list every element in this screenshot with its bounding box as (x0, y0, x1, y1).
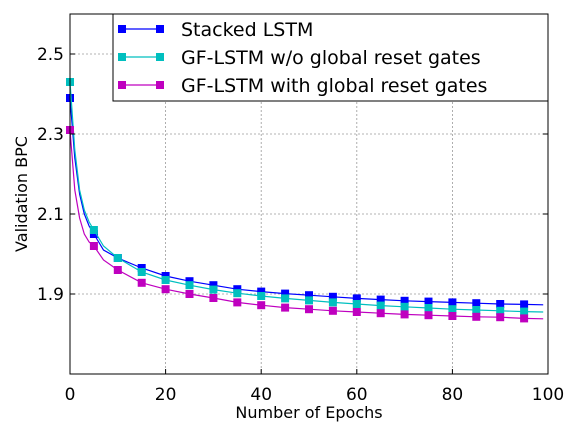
data-point (328, 298, 337, 307)
y-tick-label: 2.5 (37, 45, 64, 65)
data-point (328, 306, 337, 315)
legend-marker (156, 25, 164, 33)
data-point (424, 297, 433, 306)
data-point (496, 306, 505, 315)
data-point (305, 296, 313, 305)
data-point (448, 305, 457, 314)
y-tick-label: 1.9 (37, 285, 64, 305)
x-axis-title: Number of Epochs (235, 403, 382, 422)
y-tick-label: 2.3 (37, 125, 64, 145)
data-point (376, 301, 385, 310)
legend-marker (118, 81, 126, 89)
data-point (233, 298, 242, 307)
series-3 (66, 126, 544, 323)
x-tick-label: 0 (65, 385, 76, 405)
data-point (520, 307, 529, 316)
y-tick-label: 2.1 (37, 205, 64, 225)
data-point (113, 266, 122, 274)
data-point (448, 298, 457, 307)
data-point (209, 294, 218, 302)
data-point (496, 300, 505, 308)
legend-marker (118, 53, 126, 61)
data-point (472, 306, 481, 314)
data-point (161, 276, 170, 284)
y-axis-title: Validation BPC (12, 136, 31, 252)
data-point (352, 308, 361, 316)
legend-label: Stacked LSTM (181, 19, 313, 41)
ticks: 0 20 40 60 80 100 1.9 2.1 2.3 2.5 (37, 14, 564, 405)
legend-marker (156, 53, 164, 61)
data-point (257, 301, 266, 310)
data-point (281, 303, 290, 312)
data-point (137, 278, 146, 287)
legend-entry: Stacked LSTM (118, 19, 313, 41)
data-point (448, 312, 457, 320)
data-point (352, 300, 361, 308)
data-point (424, 311, 433, 320)
data-point (233, 289, 242, 298)
data-point (376, 295, 385, 304)
data-point (472, 299, 481, 308)
data-point (520, 314, 529, 323)
x-tick-label: 100 (532, 385, 564, 405)
data-point (113, 254, 122, 262)
data-point (472, 312, 481, 321)
data-point (89, 226, 98, 234)
data-point (257, 287, 266, 296)
data-point (185, 281, 194, 290)
data-point (352, 294, 361, 303)
data-point (376, 309, 385, 318)
legend-label: GF-LSTM w/o global reset gates (181, 47, 481, 69)
x-tick-label: 60 (346, 385, 368, 405)
data-point (400, 302, 409, 311)
data-point (305, 291, 313, 300)
series-2 (66, 78, 544, 316)
data-point (281, 289, 290, 298)
data-point (161, 285, 170, 294)
data-point (209, 281, 218, 290)
data-point (520, 300, 529, 309)
legend-entry: GF-LSTM w/o global reset gates (118, 47, 481, 69)
data-point (185, 290, 194, 298)
data-point (496, 313, 505, 322)
series-group (66, 78, 544, 323)
data-point (281, 294, 290, 303)
data-point (424, 304, 433, 312)
x-tick-label: 40 (250, 385, 272, 405)
legend: Stacked LSTM GF-LSTM w/o global reset gat… (112, 13, 549, 102)
legend-box (112, 13, 549, 102)
data-point (89, 242, 98, 250)
data-point (400, 310, 409, 319)
legend-entry: GF-LSTM with global reset gates (118, 75, 487, 97)
x-tick-label: 80 (442, 385, 464, 405)
data-point (305, 305, 313, 314)
data-point (257, 292, 266, 300)
data-point (400, 296, 409, 305)
legend-marker (156, 81, 164, 89)
legend-label: GF-LSTM with global reset gates (181, 75, 487, 97)
data-point (137, 268, 146, 276)
data-point (209, 285, 218, 294)
data-point (328, 292, 337, 301)
x-tick-label: 20 (155, 385, 177, 405)
legend-marker (118, 25, 126, 33)
